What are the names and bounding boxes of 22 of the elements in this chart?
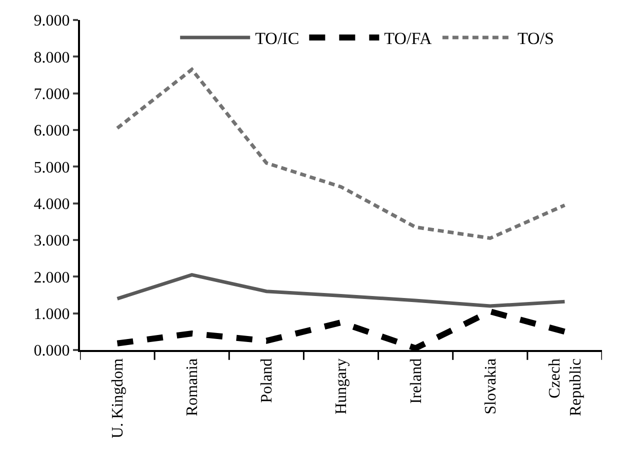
legend-label: TO/IC (255, 29, 300, 48)
legend-label: TO/S (517, 29, 554, 48)
line-series (116, 68, 566, 240)
y-tick-label: 8.000 (34, 49, 70, 66)
y-tick-label: 0.000 (34, 342, 70, 360)
y-tick-label: 9.000 (34, 12, 70, 30)
legend-label: TO/FA (384, 29, 432, 48)
x-tick-label: Hungary (333, 358, 350, 414)
y-tick-label: 7.000 (34, 86, 70, 103)
y-tick-label: 2.000 (34, 269, 70, 286)
x-tick-label: U. Kingdom (109, 358, 126, 438)
y-tick-label: 5.000 (34, 159, 70, 176)
y-tick-label: 1.000 (34, 306, 70, 323)
x-tick-label: Poland (258, 358, 276, 403)
y-tick-label: 6.000 (34, 122, 70, 140)
x-tick-label: Slovakia (482, 358, 500, 414)
y-tick-label: 4.000 (34, 196, 70, 213)
x-tick-label: Czech Republic (546, 358, 584, 416)
x-tick-label: Romania (184, 358, 202, 416)
x-tick-label: Ireland (408, 358, 425, 404)
y-tick-label: 3.000 (34, 232, 70, 250)
line-series (116, 273, 566, 308)
